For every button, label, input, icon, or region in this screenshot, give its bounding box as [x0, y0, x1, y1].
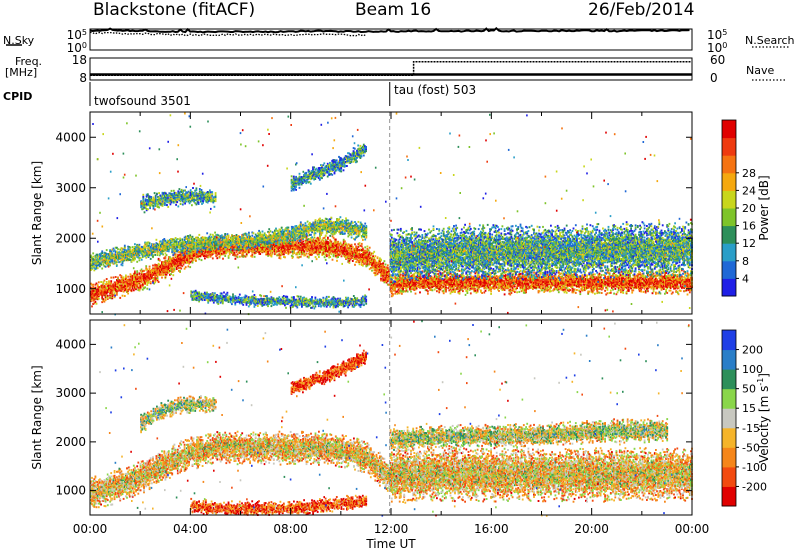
- power-panel-cell: [125, 275, 127, 277]
- power-panel-cell: [145, 265, 147, 267]
- power-panel-cell: [152, 265, 154, 267]
- power-panel-cell: [110, 280, 112, 282]
- power-panel-cell: [139, 272, 141, 274]
- power-panel-cell: [134, 271, 136, 273]
- power-panel-cell: [158, 281, 160, 283]
- freq-right-tick-top: 60: [710, 53, 725, 67]
- noise-right-tick-top: 105: [707, 28, 727, 42]
- power-panel-cell: [169, 256, 171, 258]
- power-panel-cell: [91, 305, 93, 307]
- power-panel-cell: [150, 281, 152, 283]
- power-panel-cell: [119, 297, 121, 299]
- power-panel-cell: [166, 254, 168, 256]
- power-panel-cell: [136, 273, 138, 275]
- power-panel-cell: [98, 281, 100, 283]
- power-panel-cell: [143, 270, 145, 272]
- nave-series-line: [90, 62, 692, 75]
- power-panel-cell: [106, 281, 108, 283]
- power-panel-cell: [159, 260, 161, 262]
- power-panel-cell: [160, 273, 162, 275]
- figure: Blackstone (fitACF) Beam 16 26/Feb/2014 …: [0, 0, 800, 554]
- power-panel-cell: [106, 278, 108, 280]
- power-panel-cell: [123, 276, 125, 278]
- power-panel-cell: [102, 298, 104, 300]
- power-panel-cell: [113, 277, 115, 279]
- power-panel-cell: [133, 289, 135, 291]
- freq-right-tick-bottom: 0: [710, 71, 718, 85]
- power-panel-cells: [90, 113, 693, 316]
- power-panel-cell: [105, 298, 107, 300]
- noise-left-tick-top: 105: [67, 28, 87, 42]
- power-panel-cell: [97, 284, 99, 286]
- power-panel-cell: [92, 284, 94, 286]
- power-panel-cell: [146, 288, 148, 290]
- freq-left-tick-bottom: 8: [79, 71, 87, 85]
- power-panel-cell: [121, 275, 123, 277]
- power-panel-cell: [111, 292, 113, 294]
- power-panel-cell: [149, 266, 151, 268]
- radar-chart: 1051001051001886001000200030004000Slant …: [0, 0, 800, 554]
- power-panel-cell: [141, 281, 143, 283]
- power-panel-cell: [104, 280, 106, 282]
- power-panel-cell: [162, 274, 164, 276]
- power-panel-cell: [122, 295, 124, 297]
- power-panel-cell: [144, 286, 146, 288]
- power-panel-cell: [157, 275, 159, 277]
- power-panel-cell: [146, 284, 148, 286]
- power-panel-cell: [110, 277, 112, 279]
- power-panel-cell: [96, 303, 98, 305]
- power-panel-cell: [100, 281, 102, 283]
- power-panel-cell: [166, 274, 168, 276]
- power-panel-cell: [117, 277, 119, 279]
- power-panel-cell: [131, 289, 133, 291]
- nsearch-series-line: [90, 32, 366, 35]
- power-panel-cell: [107, 297, 109, 299]
- power-panel-cell: [108, 280, 110, 282]
- power-panel-cell: [115, 276, 117, 278]
- power-panel-cell: [93, 297, 95, 299]
- power-panel-cell: [98, 298, 100, 300]
- power-panel-cell: [136, 270, 138, 272]
- power-panel-cell: [127, 293, 129, 295]
- power-panel-cell: [114, 292, 116, 294]
- power-panel-cell: [92, 286, 94, 288]
- power-panel-cell: [161, 277, 163, 279]
- power-panel-cell: [149, 268, 151, 270]
- freq-left-tick-top: 18: [72, 53, 87, 67]
- power-panel-cell: [107, 295, 109, 297]
- power-panel-cell: [140, 286, 142, 288]
- power-panel-cell: [135, 288, 137, 290]
- power-panel-cell: [170, 273, 172, 275]
- power-panel-cell: [124, 295, 126, 297]
- power-panel-cell: [127, 276, 129, 278]
